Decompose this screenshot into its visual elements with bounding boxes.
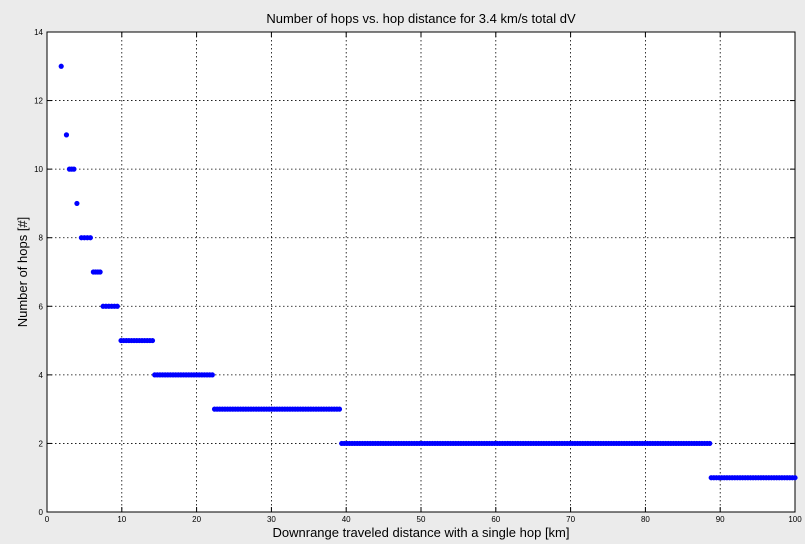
data-point [209, 372, 215, 378]
y-tick-label: 14 [34, 28, 43, 37]
x-tick-label: 90 [716, 515, 725, 524]
data-point [58, 63, 64, 69]
data-point [336, 406, 343, 412]
plot-border [46, 31, 796, 513]
x-tick-labels: 0 10 20 30 40 50 60 70 80 90 100 [45, 515, 802, 524]
data-point [71, 166, 77, 172]
y-tick-label: 4 [39, 371, 44, 380]
y-tick-label: 8 [39, 234, 44, 243]
y-tick-label: 10 [34, 165, 43, 174]
x-tick-label: 70 [566, 515, 575, 524]
x-tick-label: 20 [192, 515, 201, 524]
x-tick-label: 30 [267, 515, 276, 524]
x-tick-label: 40 [342, 515, 351, 524]
x-tick-label: 10 [117, 515, 126, 524]
y-tick-label: 0 [39, 508, 44, 517]
x-tick-label: 100 [788, 515, 802, 524]
x-tick-label: 80 [641, 515, 650, 524]
y-tick-label: 12 [34, 97, 43, 106]
data-point [97, 269, 103, 275]
data-point [707, 440, 713, 447]
chart-title: Number of hops vs. hop distance for 3.4 … [266, 11, 576, 26]
data-point [792, 475, 798, 481]
y-tick-label: 6 [39, 302, 44, 311]
data-point [149, 337, 156, 344]
data-point [74, 200, 80, 207]
y-tick-labels: 0 2 4 6 8 10 12 14 [34, 28, 43, 517]
data-point [63, 132, 70, 138]
x-tick-label: 60 [491, 515, 500, 524]
data-points [58, 63, 798, 481]
y-axis-label: Number of hops [#] [15, 217, 30, 328]
y-tick-label: 2 [39, 439, 44, 448]
x-axis-label: Downrange traveled distance with a singl… [273, 525, 570, 540]
data-point [114, 303, 120, 309]
data-point [87, 235, 93, 241]
x-tick-label: 0 [45, 515, 50, 524]
x-tick-label: 50 [417, 515, 426, 524]
